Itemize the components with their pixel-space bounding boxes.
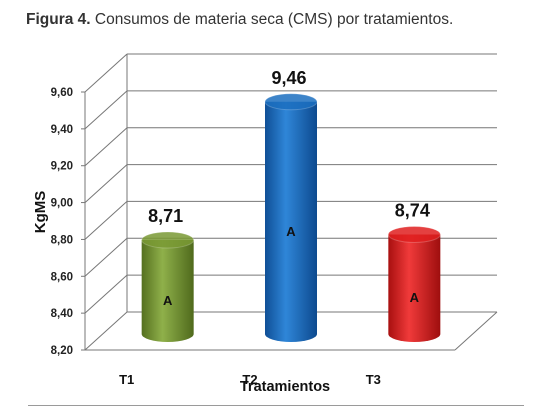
figure-caption-text: Consumos de materia seca (CMS) por trata… [90, 11, 454, 28]
x-axis-label: Tratamientos [240, 379, 330, 395]
x-axis-ticks: T1 T2 T3 [119, 372, 381, 387]
y-tick-label: 8,40 [51, 308, 73, 320]
bar-value-label: 9,46 [271, 68, 306, 88]
bar-group-letter: A [286, 224, 296, 239]
y-tick-label: 8,80 [51, 234, 73, 246]
y-tick-label: 9,20 [51, 161, 73, 173]
x-tick-label: T1 [119, 372, 134, 387]
bar-top [387, 225, 441, 243]
bar-t1: 8,71 A [141, 206, 195, 342]
x-tick-label: T3 [366, 372, 381, 387]
gridline-side [84, 237, 128, 277]
x-tick-label: T2 [242, 372, 257, 387]
gridline-side [84, 274, 128, 314]
figure-caption: Figura 4. Consumos de materia seca (CMS)… [26, 11, 453, 29]
y-axis-ticks: 8,20 8,40 8,60 8,80 9,00 9,20 9,40 9,60 [51, 87, 85, 357]
figure-label: Figura 4. [26, 11, 91, 28]
gridline-side [84, 201, 128, 240]
bar-body [388, 234, 441, 342]
gridline-side [84, 164, 128, 203]
bar-group-letter: A [163, 293, 173, 308]
bar-t2: 9,46 A [264, 68, 318, 342]
y-tick-label: 9,00 [51, 198, 73, 210]
floor-left-edge [84, 311, 128, 351]
bar-group-letter: A [410, 290, 420, 305]
gridline-side [84, 127, 128, 167]
bottom-rule [28, 405, 524, 406]
bar-top [264, 93, 318, 111]
y-tick-label: 8,20 [51, 345, 73, 357]
bar-t3: 8,74 A [387, 200, 441, 342]
bar-value-label: 8,71 [148, 206, 183, 226]
y-axis-label: KgMS [32, 191, 49, 234]
bars: 8,71 A 9,46 A 8,74 A [141, 68, 441, 342]
bar-body [265, 101, 317, 342]
bar-value-label: 8,74 [395, 200, 430, 220]
gridline-side [84, 90, 128, 130]
bar-body [141, 240, 194, 342]
bar-top [141, 231, 195, 249]
floor-right-edge [454, 311, 498, 351]
gridline-side [84, 53, 128, 93]
y-tick-label: 9,40 [51, 124, 73, 136]
y-tick-label: 8,60 [51, 271, 73, 283]
y-tick-label: 9,60 [51, 87, 73, 99]
